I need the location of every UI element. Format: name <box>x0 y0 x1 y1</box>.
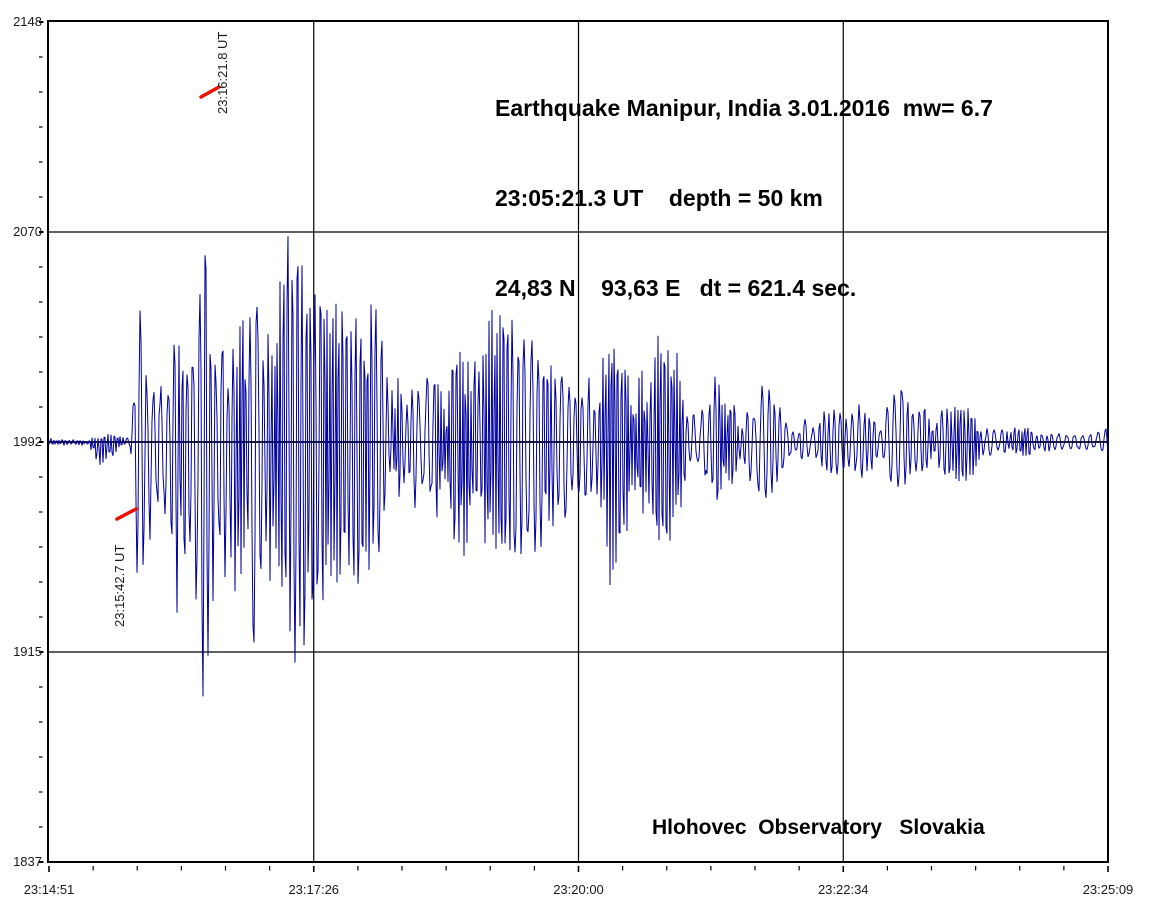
tick-mark <box>357 866 359 871</box>
p-phase-time-annotation: 23:15:42.7 UT <box>112 544 127 627</box>
x-tick-label-1: 23:14:51 <box>23 882 75 897</box>
y-tick-label-1992: 1992 <box>13 434 42 449</box>
station-line2: 48d.25´11'' N 17d.47´54'' E h=223m <box>652 903 1011 908</box>
axis-ticks <box>39 21 1109 872</box>
tick-mark <box>39 476 43 478</box>
tick-mark <box>39 126 43 128</box>
tick-mark <box>39 21 44 23</box>
tick-mark <box>39 301 43 303</box>
tick-mark <box>39 546 43 548</box>
y-tick-label-1837: 1837 <box>13 854 42 869</box>
y-tick-label-2148: 2148 <box>13 14 42 29</box>
station-info-block: Hlohovec Observatory Slovakia 48d.25´11'… <box>652 753 1011 908</box>
y-tick-label-2070: 2070 <box>13 224 42 239</box>
tick-mark <box>666 866 668 871</box>
tick-mark <box>710 866 712 871</box>
tick-mark <box>754 866 756 871</box>
x-tick-label-4: 23:22:34 <box>817 882 869 897</box>
tick-mark <box>224 866 227 871</box>
y-tick-label-1915: 1915 <box>13 644 42 659</box>
tick-mark <box>39 616 43 618</box>
grid-lines <box>49 22 1108 861</box>
tick-mark <box>39 511 43 513</box>
tick-mark <box>39 721 43 723</box>
tick-mark <box>48 866 50 872</box>
tick-mark <box>269 866 271 871</box>
tick-mark <box>1063 866 1065 871</box>
tick-mark <box>39 441 44 443</box>
station-line1: Hlohovec Observatory Slovakia <box>652 816 985 839</box>
tick-mark <box>180 866 182 871</box>
x-tick-label-3: 23:20:00 <box>553 882 604 897</box>
annotation-pointer-lines <box>115 85 221 521</box>
tick-mark <box>401 866 403 871</box>
tick-mark <box>39 266 43 268</box>
event-title-line3: 24,83 N 93,63 E dt = 621.4 sec. <box>495 275 857 301</box>
tick-mark <box>622 866 624 871</box>
red-pointer-p-phase <box>115 507 138 521</box>
tick-mark <box>92 866 94 871</box>
tick-mark <box>39 756 43 758</box>
tick-mark <box>445 866 447 871</box>
tick-mark <box>533 866 535 871</box>
tick-mark <box>1107 866 1109 872</box>
tick-mark <box>39 826 43 828</box>
tick-mark <box>312 866 315 872</box>
x-tick-label-2: 23:17:26 <box>288 882 340 897</box>
plot-frame <box>47 20 1109 863</box>
tick-mark <box>39 861 44 863</box>
event-title-block: Earthquake Manipur, India 3.01.2016 mw= … <box>495 33 993 363</box>
tick-mark <box>39 336 43 338</box>
tick-mark <box>842 866 845 872</box>
tick-mark <box>39 196 43 198</box>
tick-mark <box>39 56 43 58</box>
tick-mark <box>489 866 491 871</box>
event-title-line2: 23:05:21.3 UT depth = 50 km <box>495 185 823 211</box>
tick-mark <box>577 866 580 872</box>
tick-mark <box>1019 866 1021 871</box>
tick-mark <box>886 866 888 871</box>
tick-mark <box>39 791 43 793</box>
tick-mark <box>39 686 43 688</box>
event-title-line1: Earthquake Manipur, India 3.01.2016 mw= … <box>495 95 993 121</box>
red-pointer-s-phase <box>199 85 221 99</box>
seismic-trace <box>48 236 1109 697</box>
tick-mark <box>975 866 977 871</box>
tick-mark <box>39 161 43 163</box>
tick-mark <box>39 651 44 653</box>
x-tick-label-5: 23:25:09 <box>1082 882 1134 897</box>
tick-mark <box>136 866 138 871</box>
s-phase-time-annotation: 23:16:21.8 UT <box>215 31 230 114</box>
tick-mark <box>798 866 800 871</box>
tick-mark <box>39 406 43 408</box>
tick-mark <box>39 581 43 583</box>
tick-mark <box>930 866 933 871</box>
tick-mark <box>39 371 43 373</box>
tick-mark <box>39 91 43 93</box>
tick-mark <box>39 231 44 233</box>
